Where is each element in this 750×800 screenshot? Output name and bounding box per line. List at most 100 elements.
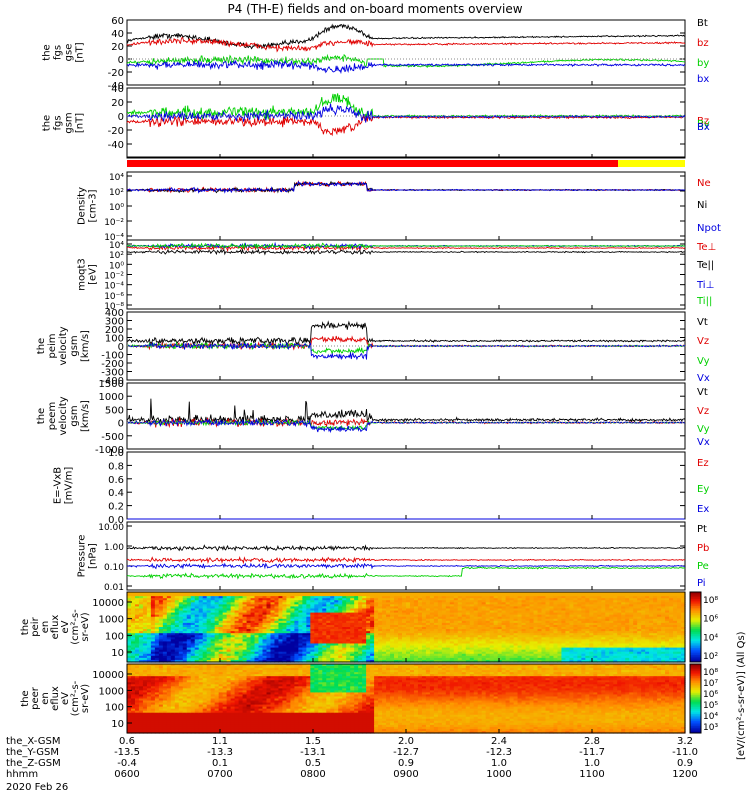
heat-cell — [605, 610, 610, 614]
heat-cell — [473, 629, 479, 632]
heat-cell — [210, 610, 216, 614]
heat-cell — [350, 592, 355, 595]
heat-cell — [330, 598, 335, 601]
heat-cell — [298, 631, 303, 634]
heat-cell — [525, 635, 531, 638]
heat-cell — [505, 629, 511, 632]
heat-cell — [378, 594, 383, 597]
heat-cell — [509, 633, 515, 636]
heat-cell — [218, 639, 224, 643]
heat-cell — [665, 614, 670, 618]
heat-cell — [425, 622, 431, 626]
heat-cell — [513, 624, 519, 628]
heat-cell — [398, 602, 403, 605]
heat-cell — [525, 596, 531, 599]
heat-cell — [521, 604, 527, 608]
heat-cell — [198, 612, 204, 616]
heat-cell — [601, 639, 606, 643]
heat-cell — [198, 604, 204, 608]
heat-cell — [505, 655, 511, 659]
heat-cell — [362, 641, 367, 645]
heat-cell — [501, 602, 507, 605]
heat-cell — [629, 604, 634, 608]
heat-cell — [310, 592, 315, 595]
heat-cell — [513, 600, 519, 603]
heat-cell — [629, 655, 634, 659]
heat-cell — [665, 606, 670, 610]
heat-cell — [633, 629, 638, 632]
heat-cell — [270, 610, 276, 614]
heat-cell — [298, 602, 303, 605]
y-tick-label: 20 — [111, 42, 124, 53]
heat-cell — [577, 604, 582, 608]
heat-cell — [170, 596, 176, 599]
heat-cell — [230, 592, 236, 595]
heat-cell — [154, 610, 160, 614]
heat-cell — [290, 647, 295, 651]
heat-cell — [421, 600, 427, 603]
heat-cell — [629, 620, 634, 624]
heat-cell — [238, 602, 244, 605]
heat-cell — [262, 651, 268, 655]
heat-cell — [258, 633, 264, 636]
heat-cell — [130, 631, 136, 634]
heat-cell — [501, 618, 507, 622]
heat-cell — [382, 629, 387, 632]
heat-cell — [433, 643, 439, 647]
heat-cell — [278, 600, 284, 603]
heat-cell — [186, 594, 192, 597]
heat-cell — [565, 624, 571, 628]
heat-cell — [306, 655, 311, 659]
heat-cell — [234, 592, 240, 595]
heat-cell — [330, 600, 335, 603]
heat-cell — [633, 639, 638, 643]
heat-cell — [358, 643, 363, 647]
heat-cell — [593, 614, 598, 618]
heat-cell — [429, 633, 435, 636]
heat-cell — [242, 633, 248, 636]
heat-cell — [605, 641, 610, 645]
heat-cell — [461, 592, 467, 595]
heat-cell — [202, 592, 208, 595]
heat-cell — [366, 657, 371, 661]
heat-cell — [318, 610, 323, 614]
heat-cell — [406, 629, 411, 632]
heat-cell — [138, 608, 144, 612]
heat-cell — [250, 633, 256, 636]
heat-cell — [194, 629, 200, 632]
heat-cell — [350, 655, 355, 659]
heat-cell — [146, 653, 152, 657]
heat-cell — [138, 614, 144, 618]
heat-cell — [182, 651, 188, 655]
panel-frame — [126, 521, 686, 591]
heat-cell — [605, 598, 610, 601]
heat-cell — [669, 627, 674, 630]
heat-cell — [274, 645, 280, 649]
heat-cell — [390, 637, 395, 640]
heat-cell — [294, 639, 299, 643]
heat-cell — [258, 606, 264, 610]
heat-cell — [366, 627, 371, 630]
heat-cell — [577, 649, 582, 653]
heat-cell — [609, 651, 614, 655]
heat-cell — [557, 647, 563, 651]
heat-cell — [509, 657, 515, 661]
heat-cell — [314, 602, 319, 605]
heat-cell — [338, 631, 343, 634]
heat-cell — [218, 645, 224, 649]
heat-cell — [453, 647, 459, 651]
heat-cell — [290, 637, 295, 640]
heat-cell — [378, 659, 383, 663]
heat-cell — [501, 649, 507, 653]
heat-cell — [653, 604, 658, 608]
heat-cell — [246, 629, 252, 632]
heat-cell — [154, 633, 160, 636]
heat-cell — [425, 641, 431, 645]
heat-cell — [677, 614, 682, 618]
heat-cell — [406, 639, 411, 643]
heat-cell — [394, 596, 399, 599]
heat-cell — [254, 622, 260, 626]
heat-cell — [461, 631, 467, 634]
heat-cell — [433, 612, 439, 616]
